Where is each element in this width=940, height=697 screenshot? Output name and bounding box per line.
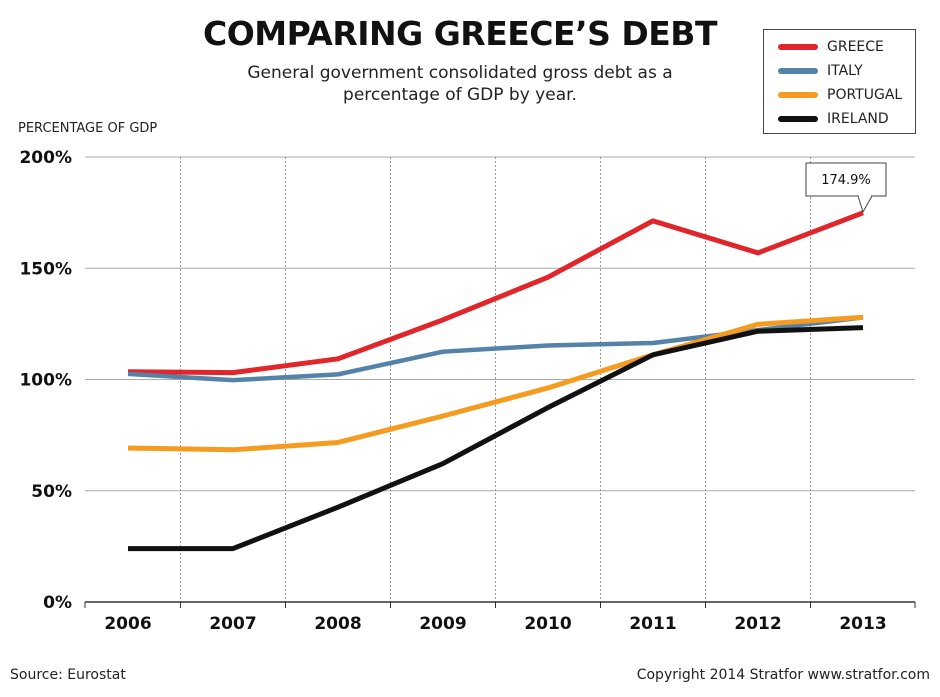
x-tick-label-2010: 2010 xyxy=(524,614,571,634)
legend-swatch-portugal xyxy=(778,92,818,98)
x-tick-label-2008: 2008 xyxy=(314,614,361,634)
y-tick-label-0: 0% xyxy=(43,593,72,613)
y-tick-label-50: 50% xyxy=(31,482,72,502)
y-tick-label-200: 200% xyxy=(19,148,72,168)
y-axis-label: PERCENTAGE OF GDP xyxy=(18,121,158,136)
legend-swatch-ireland xyxy=(778,116,818,122)
legend-item-italy: ITALY xyxy=(778,60,863,82)
x-tick-label-2006: 2006 xyxy=(104,614,151,634)
x-tick-label-2011: 2011 xyxy=(629,614,676,634)
y-tick-label-100: 100% xyxy=(19,371,72,391)
source-note: Source: Eurostat xyxy=(10,667,126,683)
legend-swatch-greece xyxy=(778,44,818,50)
legend: GREECE ITALY PORTUGAL IRELAND xyxy=(763,29,916,134)
copyright-note: Copyright 2014 Stratfor www.stratfor.com xyxy=(636,667,930,683)
legend-item-ireland: IRELAND xyxy=(778,108,889,130)
legend-label-portugal: PORTUGAL xyxy=(827,87,903,103)
chart-subtitle: General government consolidated gross de… xyxy=(247,63,673,105)
series-lines xyxy=(127,210,864,552)
legend-label-ireland: IRELAND xyxy=(827,111,889,127)
x-tick-label-2007: 2007 xyxy=(209,614,256,634)
legend-label-italy: ITALY xyxy=(827,63,863,79)
legend-item-greece: GREECE xyxy=(778,36,884,58)
callout-pointer xyxy=(857,195,873,214)
x-tick-label-2012: 2012 xyxy=(734,614,781,634)
y-tick-label-150: 150% xyxy=(19,259,72,279)
chart-title: COMPARING GREECE’S DEBT xyxy=(203,14,717,53)
series-line-greece xyxy=(127,210,864,376)
grid xyxy=(84,156,916,608)
annotation-callout: 174.9% xyxy=(805,162,887,214)
callout-label: 174.9% xyxy=(821,173,871,188)
series-line-ireland xyxy=(128,325,864,552)
series-line-portugal xyxy=(127,314,864,453)
x-tick-label-2009: 2009 xyxy=(419,614,466,634)
x-tick-label-2013: 2013 xyxy=(839,614,886,634)
legend-label-greece: GREECE xyxy=(827,39,884,55)
legend-item-portugal: PORTUGAL xyxy=(778,84,902,106)
callout-box xyxy=(805,162,887,197)
series-line-italy xyxy=(127,315,864,383)
legend-swatch-italy xyxy=(778,68,818,74)
tick-labels: 0% 50% 100% 150% 200% 2006 2007 2008 2009 2010 201… xyxy=(19,148,886,634)
